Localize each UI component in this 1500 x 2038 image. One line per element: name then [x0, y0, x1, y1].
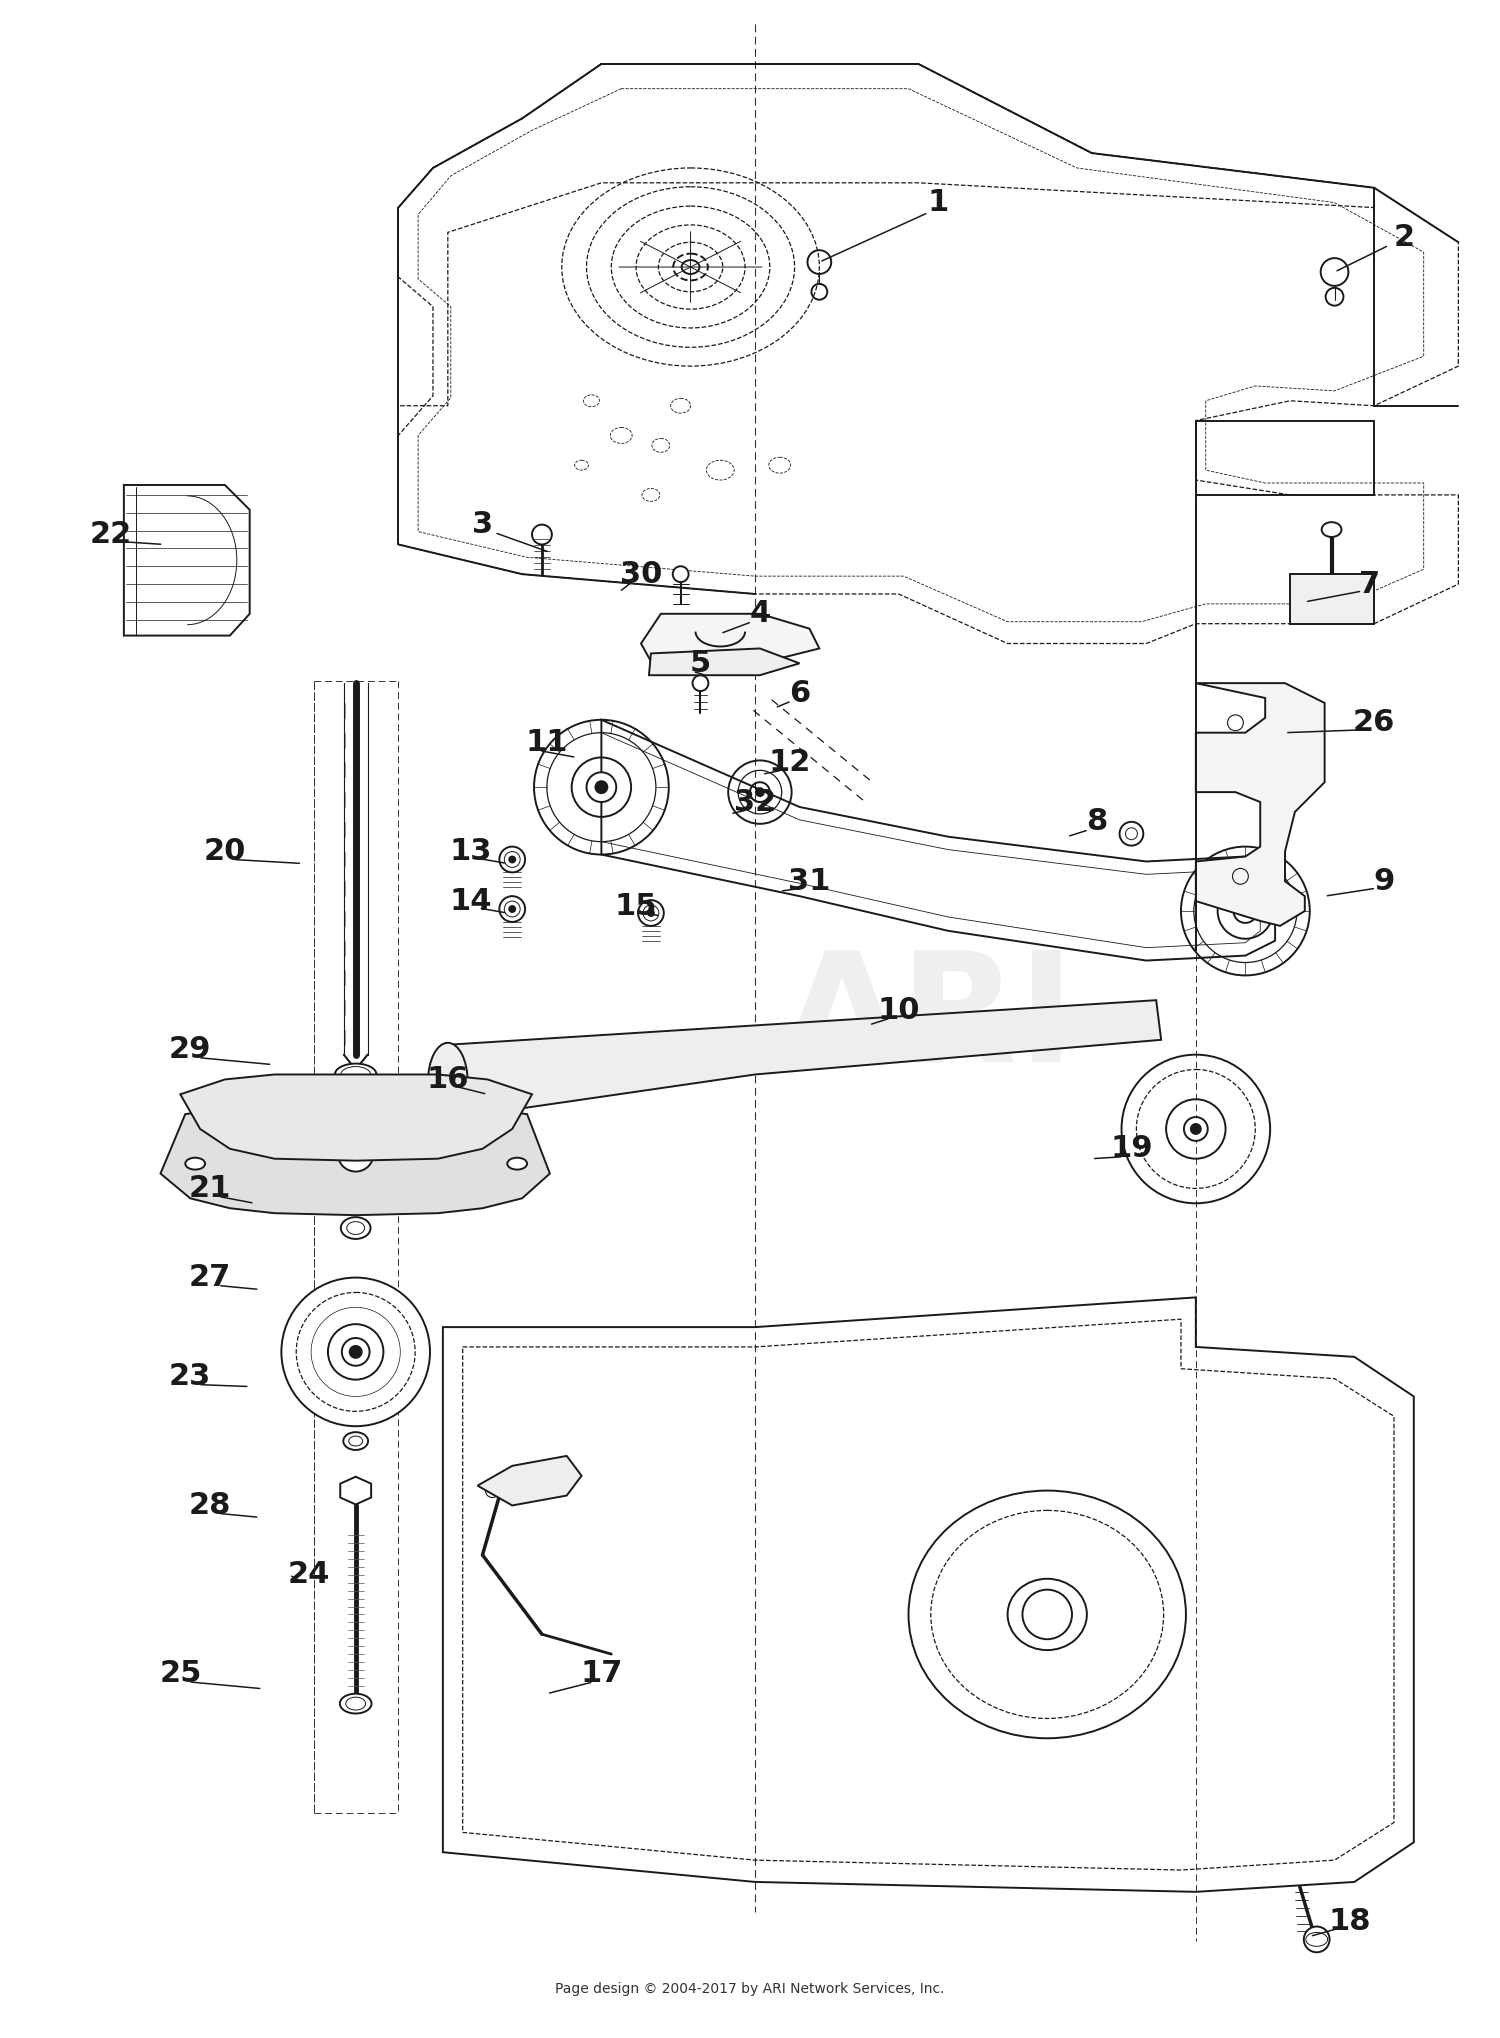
Text: 8: 8 [1086, 807, 1107, 836]
Circle shape [586, 772, 616, 803]
Text: 25: 25 [159, 1659, 201, 1687]
Text: 5: 5 [690, 648, 711, 679]
Text: 12: 12 [768, 748, 812, 776]
Text: 11: 11 [525, 728, 568, 756]
Polygon shape [650, 648, 800, 675]
Circle shape [1023, 1590, 1072, 1639]
Circle shape [596, 781, 608, 793]
Text: 15: 15 [615, 891, 657, 921]
Text: 14: 14 [450, 887, 492, 915]
Text: 1: 1 [927, 187, 950, 218]
Ellipse shape [186, 1158, 206, 1170]
Circle shape [532, 524, 552, 544]
Text: 28: 28 [189, 1492, 231, 1520]
Circle shape [648, 911, 654, 915]
Text: 16: 16 [426, 1066, 470, 1094]
Circle shape [1191, 1125, 1202, 1133]
Circle shape [1240, 907, 1251, 915]
Text: 6: 6 [789, 679, 810, 707]
Text: 22: 22 [90, 520, 132, 548]
Polygon shape [160, 1109, 550, 1215]
Text: 3: 3 [472, 510, 494, 540]
Ellipse shape [344, 1433, 368, 1449]
Text: 26: 26 [1353, 709, 1395, 738]
Circle shape [282, 1278, 430, 1427]
Text: 30: 30 [620, 560, 662, 589]
Polygon shape [340, 1478, 370, 1504]
Ellipse shape [1008, 1579, 1088, 1651]
Text: Page design © 2004-2017 by ARI Network Services, Inc.: Page design © 2004-2017 by ARI Network S… [555, 1981, 945, 1995]
Text: 2: 2 [1394, 222, 1414, 253]
Text: 19: 19 [1110, 1135, 1152, 1164]
Circle shape [350, 1345, 361, 1357]
Circle shape [756, 789, 764, 797]
Text: 17: 17 [580, 1659, 622, 1687]
Circle shape [1233, 899, 1257, 923]
Circle shape [1184, 1117, 1208, 1141]
Circle shape [1304, 1926, 1329, 1952]
Ellipse shape [334, 1064, 376, 1086]
Text: 32: 32 [734, 787, 776, 817]
FancyBboxPatch shape [1290, 575, 1374, 624]
Text: 20: 20 [204, 838, 246, 866]
Ellipse shape [507, 1158, 526, 1170]
Text: 23: 23 [170, 1361, 211, 1392]
Text: 13: 13 [450, 838, 492, 866]
Ellipse shape [1322, 522, 1341, 536]
Text: 21: 21 [189, 1174, 231, 1202]
Ellipse shape [681, 261, 699, 273]
Text: 31: 31 [789, 866, 831, 897]
Circle shape [509, 907, 515, 911]
Polygon shape [180, 1074, 532, 1162]
Text: 9: 9 [1374, 866, 1395, 897]
Circle shape [342, 1339, 369, 1365]
Ellipse shape [340, 1694, 372, 1714]
Ellipse shape [427, 1043, 468, 1121]
Circle shape [672, 567, 688, 583]
Circle shape [338, 1135, 374, 1172]
Text: 27: 27 [189, 1264, 231, 1292]
Ellipse shape [340, 1217, 370, 1239]
Polygon shape [477, 1455, 582, 1506]
Polygon shape [640, 613, 819, 662]
Text: 10: 10 [878, 997, 920, 1025]
Text: ARI: ARI [782, 944, 1074, 1094]
Polygon shape [448, 1001, 1161, 1119]
Text: 7: 7 [1359, 569, 1380, 599]
Text: 24: 24 [288, 1561, 330, 1590]
Polygon shape [1196, 683, 1324, 925]
Circle shape [509, 856, 515, 862]
Text: 29: 29 [170, 1035, 211, 1064]
Text: 18: 18 [1328, 1908, 1371, 1936]
Text: 4: 4 [750, 599, 771, 628]
